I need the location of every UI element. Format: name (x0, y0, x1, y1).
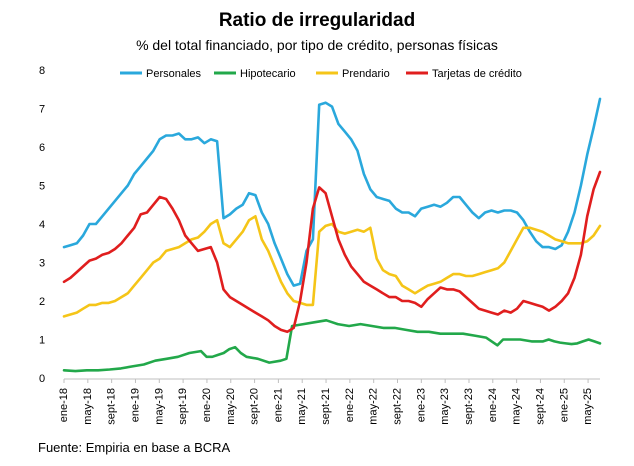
legend-label: Prendario (342, 68, 390, 80)
x-tick-label: ene-20 (201, 388, 213, 422)
x-axis: ene-18 may-18 sept-18 ene-19 may-19 sept-19 en… (58, 378, 600, 425)
chart-title: Ratio de irregularidad (218, 10, 416, 31)
series-lines (62, 97, 602, 373)
legend-item: Tarjetas de crédito (406, 68, 522, 80)
x-tick-label: sept-20 (249, 388, 261, 425)
legend: Personales Hipotecario Prendario Tarjetas d… (120, 68, 522, 80)
chart-subtitle: % del total financiado, por tipo de créd… (136, 37, 498, 53)
y-tick-label: 3 (39, 258, 45, 270)
y-tick-label: 2 (39, 296, 45, 308)
x-tick-label: sept-19 (177, 388, 189, 425)
x-tick-label: sept-24 (534, 388, 546, 425)
x-tick-label: sept-21 (320, 388, 332, 425)
x-tick-label: may-20 (225, 388, 237, 425)
x-tick-label: may-21 (296, 388, 308, 425)
y-tick-label: 7 (39, 104, 45, 116)
series-line-4 (62, 170, 602, 334)
x-tick-label: ene-23 (415, 388, 427, 422)
x-tick-label: sept-22 (392, 388, 404, 425)
series-line-2 (62, 319, 602, 373)
x-tick-label: may-18 (82, 388, 94, 425)
legend-label: Hipotecario (240, 68, 296, 80)
y-tick-label: 6 (39, 142, 45, 154)
x-tick-label: ene-19 (129, 388, 141, 422)
legend-item: Hipotecario (214, 68, 296, 80)
x-tick-label: ene-18 (58, 388, 70, 422)
y-tick-label: 4 (39, 219, 45, 231)
x-tick-label: ene-22 (344, 388, 356, 422)
series-line-3 (62, 215, 602, 318)
legend-label: Personales (146, 68, 202, 80)
y-tick-label: 5 (39, 181, 45, 193)
x-tick-label: ene-24 (487, 388, 499, 422)
x-tick-label: ene-21 (272, 388, 284, 422)
x-tick-label: may-22 (368, 388, 380, 425)
legend-item: Prendario (316, 68, 390, 80)
x-tick-label: may-25 (582, 388, 594, 425)
x-tick-label: sept-23 (463, 388, 475, 425)
x-tick-label: ene-25 (558, 388, 570, 422)
x-tick-label: may-23 (439, 388, 451, 425)
y-tick-label: 8 (39, 65, 45, 77)
series-line-1 (62, 97, 602, 287)
y-tick-label: 1 (39, 335, 45, 347)
x-tick-label: may-19 (153, 388, 165, 425)
x-tick-label: may-24 (511, 388, 523, 425)
legend-item: Personales (120, 68, 202, 80)
source-note: Fuente: Empiria en base a BCRA (38, 440, 231, 455)
y-tick-label: 0 (39, 373, 45, 385)
y-axis: 0 1 2 3 4 5 6 7 8 (39, 65, 45, 385)
x-tick-label: sept-18 (106, 388, 118, 425)
legend-label: Tarjetas de crédito (432, 68, 522, 80)
